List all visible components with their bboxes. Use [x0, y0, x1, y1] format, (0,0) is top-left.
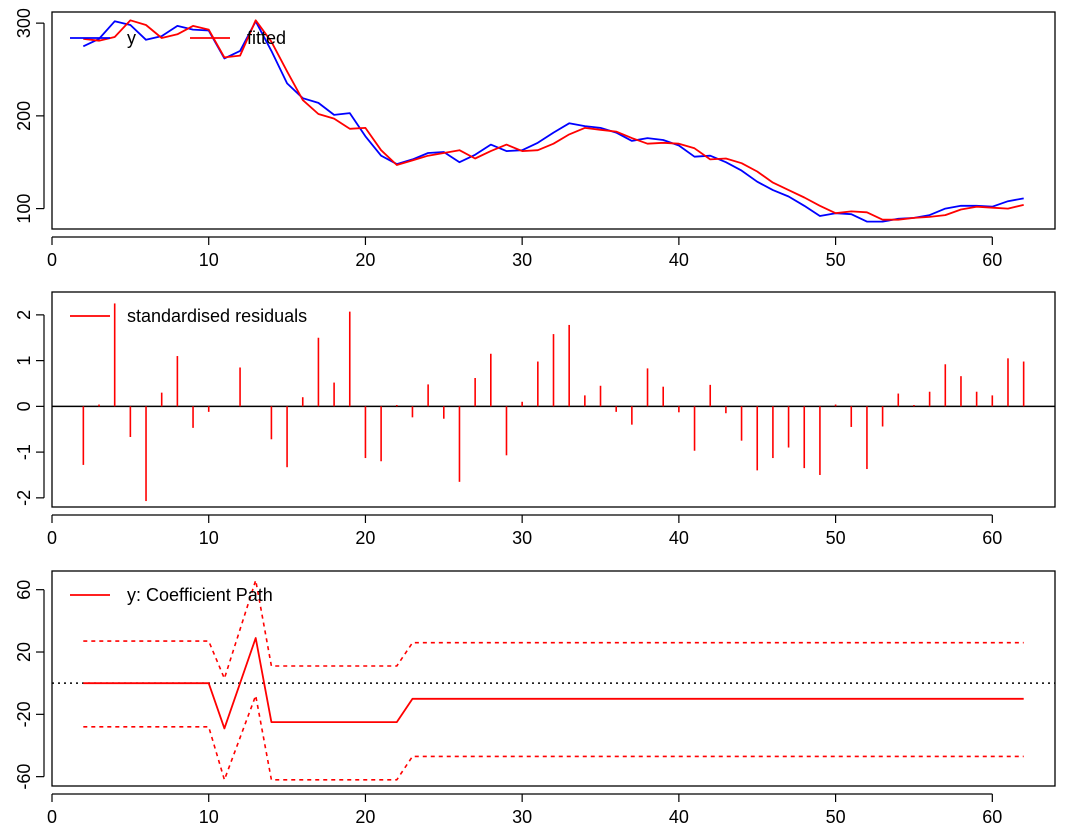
x-tick-label: 10: [199, 250, 219, 270]
x-axis: 0 10 20 30 40 50 60: [47, 236, 1002, 270]
x-tick-label: 20: [355, 250, 375, 270]
x-axis: 0 10 20 30 40 50 60: [47, 793, 1002, 827]
series-1: [82, 303, 1025, 502]
y-tick-label: 300: [14, 8, 34, 38]
y-tick-label: -20: [14, 701, 34, 727]
legend-label: y: Coefficient Path: [127, 585, 273, 605]
x-axis: 0 10 20 30 40 50 60: [47, 514, 1002, 548]
y-tick-label: 2: [14, 310, 34, 320]
x-tick-label: 30: [512, 250, 532, 270]
y-tick-label: -60: [14, 764, 34, 790]
y-tick-label: 1: [14, 356, 34, 366]
x-tick-label: 30: [512, 528, 532, 548]
series-line: [82, 20, 1024, 223]
series-1: [83, 637, 1024, 730]
x-tick-label: 10: [199, 528, 219, 548]
x-tick-label: 60: [982, 250, 1002, 270]
x-tick-label: 20: [355, 807, 375, 827]
y-axis: -60 -20 20 60: [14, 580, 45, 790]
x-tick-label: 10: [199, 807, 219, 827]
series-1: [82, 20, 1024, 223]
series-3: [83, 694, 1024, 781]
y-tick-label: 20: [14, 642, 34, 662]
legend-label: fitted: [247, 28, 286, 48]
x-tick-label: 20: [355, 528, 375, 548]
series-2: [83, 19, 1024, 221]
x-tick-label: 60: [982, 528, 1002, 548]
legend: y fitted: [70, 28, 286, 48]
panel-3: 0 10 20 30 40 50 60 -60 -20 20 60 y: Coefficient Pa…: [14, 570, 1056, 827]
x-tick-label: 50: [826, 528, 846, 548]
series-line: [83, 637, 1024, 730]
series-line: [83, 19, 1024, 221]
y-tick-label: 200: [14, 101, 34, 131]
panel-2: 0 10 20 30 40 50 60 -2 -1 0 1 2 standardised residua…: [14, 291, 1056, 548]
series-2: [83, 579, 1024, 680]
x-tick-label: 30: [512, 807, 532, 827]
y-tick-label: -1: [14, 444, 34, 460]
legend-label: standardised residuals: [127, 306, 307, 326]
x-tick-label: 40: [669, 528, 689, 548]
x-tick-label: 60: [982, 807, 1002, 827]
y-axis: -2 -1 0 1 2: [14, 310, 45, 506]
y-tick-label: -2: [14, 490, 34, 506]
x-tick-label: 0: [47, 250, 57, 270]
legend: standardised residuals: [70, 306, 307, 326]
x-tick-label: 40: [669, 250, 689, 270]
x-tick-label: 50: [826, 807, 846, 827]
x-tick-label: 0: [47, 807, 57, 827]
confidence-band-line: [83, 579, 1024, 680]
y-tick-label: 60: [14, 580, 34, 600]
confidence-band-line: [83, 694, 1024, 781]
y-tick-label: 100: [14, 194, 34, 224]
y-tick-label: 0: [14, 401, 34, 411]
panel-1: 0 10 20 30 40 50 60 100 200 300 y fitted: [14, 8, 1056, 270]
plot-frame: [51, 570, 1056, 787]
y-axis: 100 200 300: [14, 8, 45, 224]
x-tick-label: 40: [669, 807, 689, 827]
legend: y: Coefficient Path: [70, 585, 273, 605]
x-tick-label: 50: [826, 250, 846, 270]
plot-frame: [51, 291, 1056, 508]
legend-label: y: [127, 28, 136, 48]
plot-frame: [51, 11, 1056, 230]
x-tick-label: 0: [47, 528, 57, 548]
